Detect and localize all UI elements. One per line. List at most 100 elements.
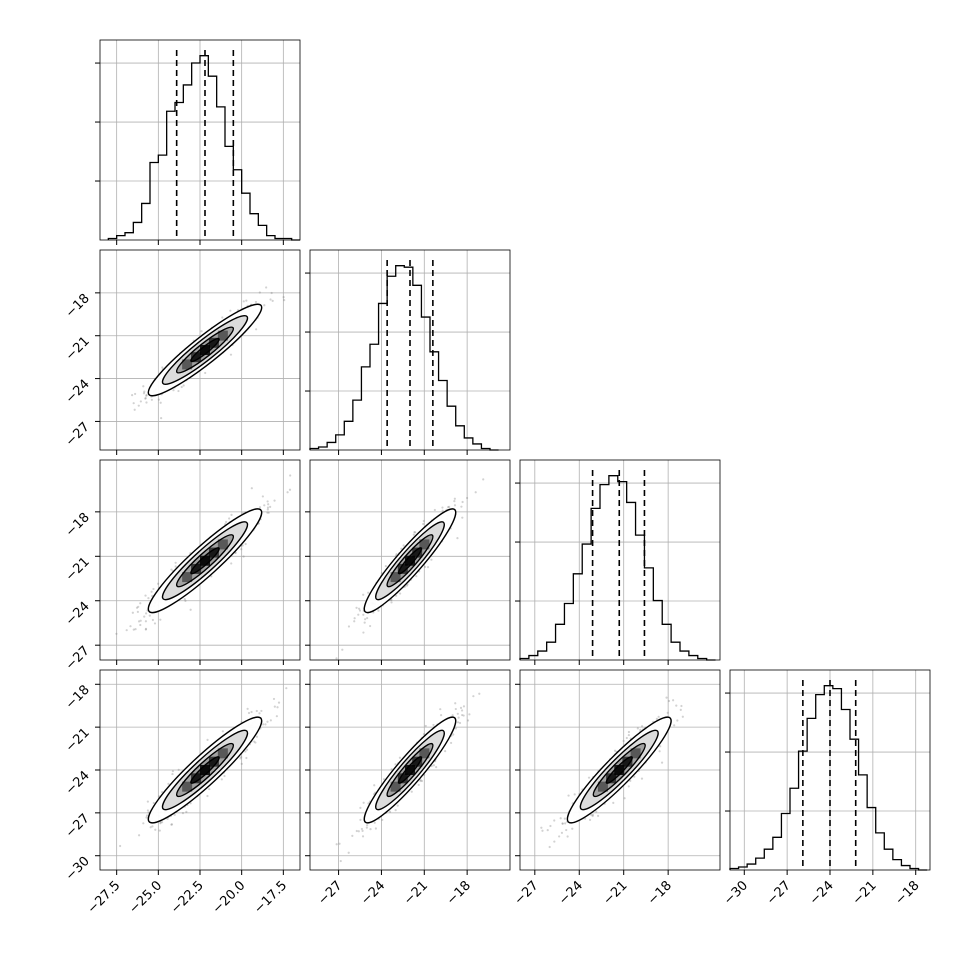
scatter-point <box>255 709 258 713</box>
scatter-point <box>210 575 213 578</box>
scatter-point <box>549 824 552 828</box>
scatter-point <box>242 555 245 558</box>
scatter-point <box>419 778 422 781</box>
scatter-point <box>482 478 485 481</box>
scatter-point <box>369 624 372 628</box>
scatter-point <box>546 829 549 832</box>
scatter-point <box>157 398 160 401</box>
scatter-point <box>258 506 262 509</box>
scatter-point <box>223 774 226 778</box>
scatter-point <box>154 828 157 831</box>
scatter-point <box>633 775 636 778</box>
density-core-cell <box>208 337 219 348</box>
scatter-point <box>439 714 443 717</box>
scatter-point <box>143 615 146 618</box>
scatter-point <box>181 812 185 815</box>
scatter-point <box>462 714 465 717</box>
scatter-point <box>275 715 278 718</box>
scatter-point <box>612 801 615 804</box>
scatter-point <box>563 817 566 820</box>
scatter-point <box>144 620 148 623</box>
scatter-point <box>588 818 592 821</box>
scatter-point <box>266 511 269 514</box>
scatter-point <box>143 390 146 393</box>
scatter-point <box>286 491 289 494</box>
scatter-point <box>145 814 149 817</box>
scatter-point <box>341 648 344 651</box>
scatter-point <box>258 712 261 715</box>
scatter-point <box>361 829 364 832</box>
scatter-point <box>150 398 153 401</box>
scatter-point <box>357 607 361 610</box>
histogram-step-line <box>519 475 716 661</box>
scatter-point <box>395 553 398 556</box>
density-core-cell <box>405 555 415 566</box>
marginal-panel-0 <box>95 39 301 245</box>
scatter-point <box>159 618 162 621</box>
scatter-point <box>399 592 402 595</box>
scatter-point <box>206 794 209 798</box>
scatter-point <box>390 598 393 602</box>
scatter-point <box>459 706 463 710</box>
scatter-point <box>200 330 203 333</box>
scatter-point <box>263 304 266 307</box>
scatter-point <box>413 531 416 534</box>
scatter-point <box>548 845 551 849</box>
scatter-point <box>266 508 269 511</box>
scatter-point <box>478 692 481 695</box>
scatter-point <box>367 802 370 805</box>
scatter-point <box>150 590 153 593</box>
scatter-point <box>673 724 676 727</box>
density-core-cell <box>419 748 430 759</box>
scatter-point <box>453 504 457 507</box>
scatter-point <box>158 829 161 832</box>
scatter-point <box>390 601 393 604</box>
scatter-point <box>144 628 147 631</box>
scatter-point <box>177 768 180 771</box>
scatter-point <box>159 821 162 824</box>
density-core-cell <box>630 748 641 759</box>
scatter-point <box>266 500 269 503</box>
scatter-point <box>420 779 424 783</box>
scatter-point <box>402 544 405 547</box>
density-core-cell <box>390 572 401 583</box>
scatter-point <box>351 834 354 837</box>
scatter-point <box>273 705 276 708</box>
scatter-point <box>461 500 464 504</box>
scatter-point <box>174 561 177 564</box>
scatter-point <box>208 787 211 791</box>
scatter-point <box>468 713 471 716</box>
scatter-point <box>655 717 658 720</box>
scatter-point <box>240 762 243 765</box>
scatter-point <box>681 715 684 718</box>
scatter-point <box>288 488 292 491</box>
density-core-cell <box>217 330 228 341</box>
scatter-point <box>170 568 173 571</box>
density-core-cell <box>622 756 633 767</box>
scatter-point <box>679 708 682 711</box>
scatter-point <box>377 609 380 612</box>
scatter-point <box>131 611 134 614</box>
scatter-point <box>398 756 402 759</box>
scatter-point <box>453 499 456 503</box>
scatter-point <box>170 823 174 826</box>
scatter-point <box>338 842 341 845</box>
scatter-point <box>137 404 140 407</box>
density-core-cell <box>606 773 617 784</box>
scatter-point <box>591 813 595 816</box>
scatter-point <box>627 733 630 737</box>
scatter-point <box>422 522 425 526</box>
scatter-point <box>573 793 576 796</box>
scatter-point <box>456 537 459 540</box>
density-core-cell <box>182 572 193 583</box>
scatter-point <box>390 768 393 771</box>
contour-line <box>190 756 220 784</box>
scatter-point <box>373 784 376 787</box>
scatter-point <box>229 309 232 312</box>
scatter-point <box>360 827 363 831</box>
joint-content <box>310 670 510 870</box>
scatter-point <box>426 566 430 569</box>
scatter-point <box>382 778 386 781</box>
scatter-point <box>119 844 122 848</box>
contour-line <box>147 303 263 397</box>
